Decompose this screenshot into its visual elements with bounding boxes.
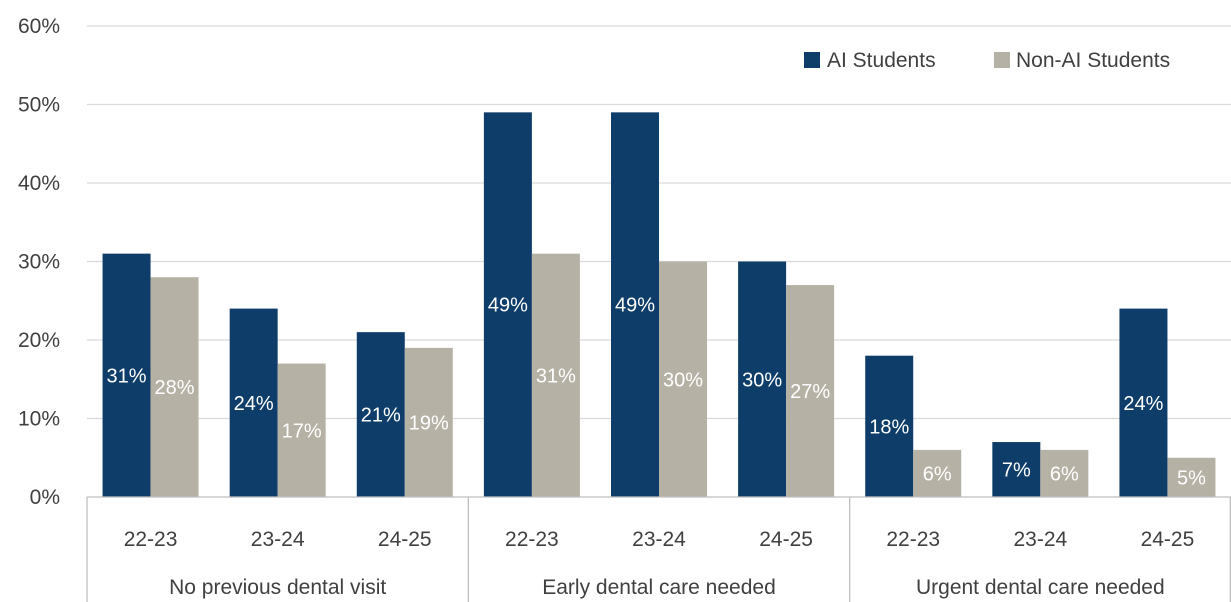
bar-non-ai-students bbox=[1167, 457, 1216, 497]
bar-non-ai-students bbox=[150, 277, 199, 497]
data-label: 17% bbox=[282, 420, 322, 442]
bar-ai-students bbox=[865, 355, 914, 497]
bar-ai-students bbox=[611, 112, 659, 497]
x-tick-label: 24-25 bbox=[378, 528, 432, 551]
bar-ai-students bbox=[738, 261, 787, 497]
bar-ai-students bbox=[992, 442, 1041, 497]
bar-non-ai-students bbox=[1040, 449, 1089, 497]
data-label: 49% bbox=[488, 295, 528, 317]
y-tick-label: 0% bbox=[30, 486, 60, 509]
x-tick-label: 23-24 bbox=[632, 528, 686, 551]
bar-non-ai-students bbox=[404, 347, 453, 497]
y-tick-label: 40% bbox=[18, 172, 60, 195]
bar-non-ai-students bbox=[531, 253, 580, 497]
data-label: 27% bbox=[790, 381, 830, 403]
y-tick-label: 60% bbox=[18, 15, 60, 38]
data-label: 7% bbox=[1002, 460, 1031, 482]
group-label: Early dental care needed bbox=[542, 576, 776, 599]
bar-ai-students bbox=[483, 112, 532, 497]
x-tick-label: 23-24 bbox=[1013, 528, 1067, 551]
x-tick-label: 23-24 bbox=[251, 528, 305, 551]
legend-label: Non-AI Students bbox=[1016, 49, 1170, 72]
x-tick-label: 24-25 bbox=[759, 528, 813, 551]
legend-label: AI Students bbox=[827, 49, 936, 72]
bar-non-ai-students bbox=[659, 261, 707, 497]
group-label: Urgent dental care needed bbox=[916, 576, 1165, 599]
legend: AI Students Non-AI Students bbox=[804, 49, 1170, 72]
y-tick-label: 50% bbox=[18, 94, 60, 117]
group-label: No previous dental visit bbox=[169, 576, 386, 599]
data-label: 31% bbox=[107, 365, 147, 387]
data-label: 5% bbox=[1177, 467, 1206, 489]
x-tick-label: 22-23 bbox=[124, 528, 178, 551]
x-tick-label: 22-23 bbox=[886, 528, 940, 551]
data-label: 6% bbox=[1050, 463, 1079, 485]
legend-swatch-non-ai-students bbox=[994, 52, 1010, 68]
data-label: 28% bbox=[155, 377, 195, 399]
data-label: 49% bbox=[615, 295, 655, 317]
data-label: 31% bbox=[536, 365, 576, 387]
bar-ai-students bbox=[102, 253, 151, 497]
data-label: 21% bbox=[361, 405, 401, 427]
x-axis: 22-23 23-24 24-25 22-23 23-24 24-25 22-23 23-24… bbox=[86, 496, 1231, 602]
legend-swatch-ai-students bbox=[804, 52, 820, 68]
data-label: 19% bbox=[409, 412, 449, 434]
data-labels: 31% 28% 24% 17% 21% 19% 49% 31% 49% 30% 30% 27% 18% 6… bbox=[107, 295, 1207, 490]
data-label: 24% bbox=[1123, 393, 1163, 415]
bar-non-ai-students bbox=[786, 285, 835, 497]
bar-non-ai-students bbox=[913, 449, 962, 497]
y-tick-label: 30% bbox=[18, 251, 60, 274]
x-tick-label: 24-25 bbox=[1141, 528, 1195, 551]
y-axis-ticks: 0% 10% 20% 30% 40% 50% 60% bbox=[18, 15, 60, 509]
data-label: 30% bbox=[742, 369, 782, 391]
y-tick-label: 20% bbox=[18, 329, 60, 352]
data-label: 24% bbox=[234, 393, 274, 415]
y-tick-label: 10% bbox=[18, 408, 60, 431]
bar-non-ai-students bbox=[277, 363, 326, 497]
data-label: 18% bbox=[869, 416, 909, 438]
bar-ai-students bbox=[356, 332, 405, 497]
data-label: 6% bbox=[923, 463, 952, 485]
data-label: 30% bbox=[663, 369, 703, 391]
bar-ai-students bbox=[229, 308, 278, 497]
bar-ai-students bbox=[1119, 308, 1168, 497]
x-tick-label: 22-23 bbox=[505, 528, 559, 551]
bars bbox=[102, 112, 1216, 497]
